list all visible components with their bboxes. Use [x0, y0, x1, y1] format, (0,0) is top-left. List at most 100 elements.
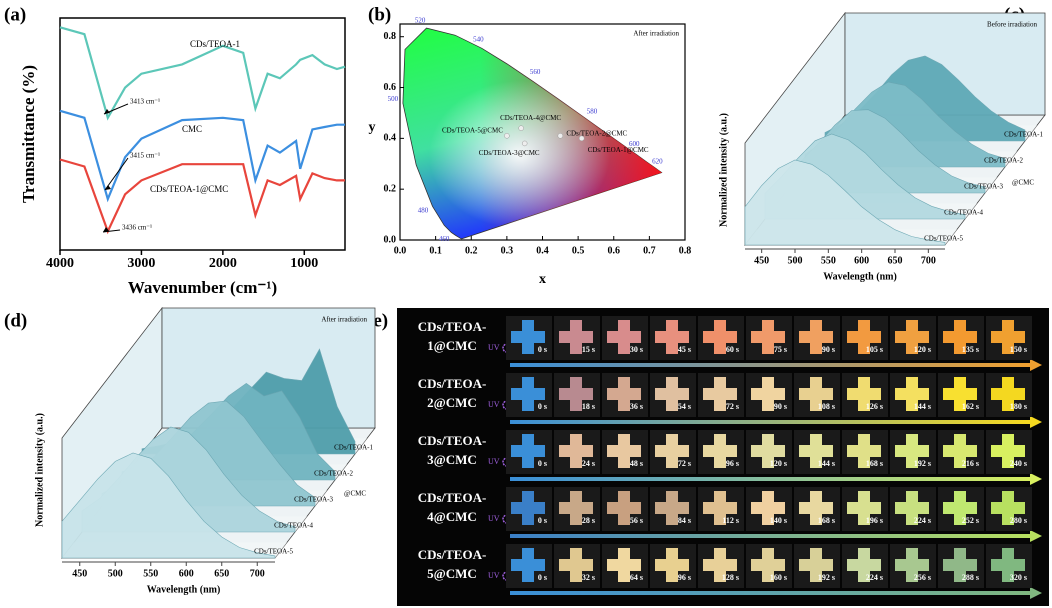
time-arrow-head	[1030, 473, 1042, 485]
series-label: CDs/TEOA-1	[334, 444, 373, 452]
x-tick-label: 0.3	[501, 245, 514, 256]
sample-cross	[799, 548, 833, 582]
time-label: 54 s	[678, 402, 691, 411]
series-label: CDs/TEOA-5	[924, 235, 963, 243]
sample-cross	[703, 377, 737, 411]
row-label: CDs/TEOA-	[418, 376, 487, 391]
time-label: 24 s	[582, 459, 595, 468]
time-arrow-head	[1030, 359, 1042, 371]
sample-cross	[847, 434, 881, 468]
x-tick-label: 650	[214, 568, 229, 579]
time-label: 224 s	[866, 573, 883, 582]
time-label: 18 s	[582, 402, 595, 411]
chromaticity-point	[557, 133, 564, 139]
time-label: 108 s	[818, 402, 835, 411]
sample-cross	[511, 320, 545, 354]
sample-cross	[655, 377, 689, 411]
sample-cross	[511, 491, 545, 525]
time-label: 288 s	[962, 573, 979, 582]
sample-cross	[751, 320, 785, 354]
panel-label: (d)	[4, 310, 27, 331]
row-label: 5@CMC	[427, 566, 477, 581]
time-label: 162 s	[962, 402, 979, 411]
wavelength-label: 460	[439, 235, 450, 243]
uv-label: UV	[488, 457, 500, 466]
time-label: 96 s	[726, 459, 739, 468]
sample-cross	[943, 434, 977, 468]
arrow-head	[103, 227, 109, 232]
series-label: CDs/TEOA-4	[274, 522, 313, 530]
time-label: 135 s	[962, 345, 979, 354]
x-tick-label: 0.6	[608, 245, 621, 256]
x-tick-label: 700	[921, 255, 936, 266]
sample-cross	[847, 377, 881, 411]
sample-cross	[703, 434, 737, 468]
sample-cross	[847, 491, 881, 525]
sample-cross	[991, 548, 1025, 582]
row-label: 2@CMC	[427, 395, 477, 410]
x-tick-label: 550	[821, 255, 836, 266]
x-tick-label: 0.5	[572, 245, 585, 256]
cie-gamut-white	[402, 28, 662, 239]
time-label: 128 s	[722, 573, 739, 582]
time-arrow	[510, 363, 1030, 367]
time-label: 192 s	[818, 573, 835, 582]
time-label: 0 s	[538, 459, 547, 468]
spectrum-area	[61, 452, 276, 559]
sample-cross	[895, 548, 929, 582]
sample-cross	[655, 548, 689, 582]
annotation-arrow	[102, 229, 121, 233]
time-label: 196 s	[866, 516, 883, 525]
sample-cross	[751, 377, 785, 411]
x-tick-label: 500	[108, 568, 123, 579]
wavelength-label: 480	[418, 206, 429, 214]
wavelength-label: 560	[530, 68, 541, 76]
sample-cross	[991, 377, 1025, 411]
point-label: CDs/TEOA-1@CMC	[588, 146, 649, 154]
time-label: 0 s	[538, 345, 547, 354]
sample-cross	[559, 548, 593, 582]
sample-cross	[751, 434, 785, 468]
sample-cross	[943, 491, 977, 525]
sample-cross	[799, 491, 833, 525]
annotation: 3413 cm⁻¹	[130, 98, 160, 106]
x-tick-label: 4000	[46, 256, 74, 271]
suffix-label: @CMC	[344, 490, 366, 498]
time-label: 90 s	[822, 345, 835, 354]
wavelength-label: 540	[473, 35, 484, 43]
time-label: 72 s	[726, 402, 739, 411]
time-label: 0 s	[538, 516, 547, 525]
time-label: 84 s	[678, 516, 691, 525]
sample-cross	[751, 491, 785, 525]
series-label: CDs/TEOA-4	[944, 209, 983, 217]
arrow-head	[105, 185, 111, 190]
row-label: 4@CMC	[427, 509, 477, 524]
x-axis-label: x	[539, 272, 546, 287]
sample-cross	[655, 491, 689, 525]
point-label: CDs/TEOA-4@CMC	[500, 114, 561, 122]
x-tick-label: 0.1	[429, 245, 442, 256]
time-label: 168 s	[866, 459, 883, 468]
sample-cross	[607, 548, 641, 582]
time-label: 256 s	[914, 573, 931, 582]
series-label: CDs/TEOA-2	[984, 157, 1023, 165]
sample-cross	[703, 548, 737, 582]
panel-label: (b)	[368, 4, 391, 25]
sample-cross	[895, 320, 929, 354]
sample-cross	[655, 320, 689, 354]
x-tick-label: 0.7	[643, 245, 656, 256]
sample-cross	[799, 434, 833, 468]
chromaticity-point	[504, 133, 510, 139]
x-tick-label: 3000	[127, 256, 155, 271]
chromaticity-point	[518, 125, 524, 131]
row-label: 3@CMC	[427, 452, 477, 467]
sample-cross	[847, 548, 881, 582]
sample-cross	[703, 320, 737, 354]
y-axis-label: Normalized intensity (a.u.)	[34, 413, 45, 527]
time-label: 224 s	[914, 516, 931, 525]
time-label: 140 s	[770, 516, 787, 525]
chromaticity-point	[578, 135, 585, 142]
chart-title: After irradiation	[321, 316, 367, 324]
